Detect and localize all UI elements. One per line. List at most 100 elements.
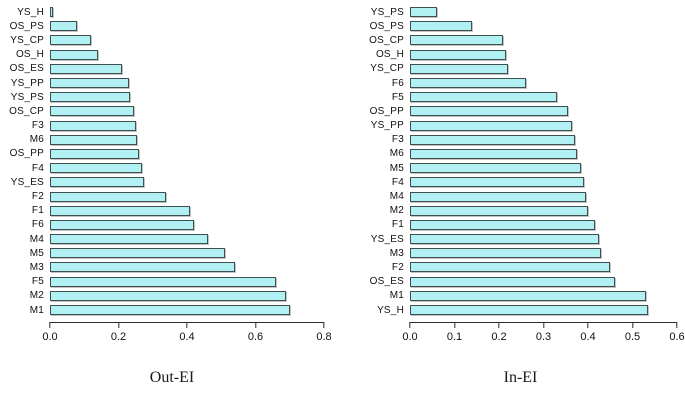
category-label: OS_H	[375, 49, 404, 61]
x-axis-tick-label: 0.2	[110, 331, 127, 344]
bar-row: YS_CP	[358, 62, 683, 76]
category-label: YS_H	[17, 6, 44, 18]
bar-row: M1	[358, 289, 683, 303]
category-label: YS_PP	[370, 120, 404, 132]
bar-track	[410, 177, 677, 188]
bar	[50, 305, 290, 316]
bar	[410, 63, 508, 74]
bar-row: F4	[358, 175, 683, 189]
bar-track	[410, 290, 677, 301]
bar-row: OS_CP	[0, 104, 330, 118]
bar-track	[410, 148, 677, 159]
bar-track	[50, 134, 324, 145]
bar	[50, 49, 98, 60]
category-label: OS_CP	[369, 34, 404, 46]
category-label: OS_ES	[369, 276, 404, 288]
bar	[410, 106, 568, 117]
category-label: M4	[29, 233, 44, 245]
bar	[50, 163, 143, 174]
x-axis-tick-label: 0.3	[535, 331, 552, 344]
category-label: OS_ES	[9, 63, 44, 75]
bar-track	[410, 248, 677, 259]
chart-in-ei: YS_PS OS_PS OS_CP OS_H YS_CP F6 F5 OS_PP YS_PP F3…	[358, 5, 685, 387]
bar-row: F5	[0, 275, 330, 289]
bar	[50, 92, 131, 103]
bar-track	[410, 262, 677, 273]
category-label: F1	[391, 219, 404, 231]
bar-row: YS_H	[358, 303, 683, 317]
bar-row: F3	[0, 119, 330, 133]
chart-title: Out-EI	[149, 369, 195, 387]
bar-row: M4	[358, 189, 683, 203]
bar-track	[410, 63, 677, 74]
bar-row: M6	[0, 133, 330, 147]
bar-row: M2	[358, 204, 683, 218]
bar	[410, 21, 473, 32]
category-label: OS_PS	[9, 20, 44, 32]
category-label: F5	[31, 276, 44, 288]
category-label: YS_ES	[10, 176, 44, 188]
bar	[50, 148, 140, 159]
bar-row: YS_PP	[358, 119, 683, 133]
bar	[50, 106, 134, 117]
x-axis-tick-label: 0.5	[624, 331, 641, 344]
x-axis-tick-label: 0.6	[669, 331, 685, 344]
x-axis-tick	[186, 322, 188, 329]
bar	[410, 262, 611, 273]
bar-row: OS_H	[0, 48, 330, 62]
bar-track	[50, 21, 324, 32]
x-axis-tick-label: 0.8	[316, 331, 332, 344]
category-label: F2	[391, 261, 404, 273]
bar-row: F6	[358, 76, 683, 90]
category-label: F2	[31, 191, 44, 203]
bar-track	[50, 219, 324, 230]
bar-track	[50, 205, 324, 216]
bar-row: M3	[358, 246, 683, 260]
category-label: YS_CP	[10, 34, 44, 46]
bar-track	[410, 276, 677, 287]
bar-row: F2	[0, 189, 330, 203]
category-label: OS_PP	[9, 148, 44, 160]
bar-row: M3	[0, 260, 330, 274]
category-label: OS_H	[15, 49, 44, 61]
x-axis-tick-label: 0.0	[42, 331, 58, 344]
bar	[410, 290, 646, 301]
bar-row: OS_PP	[358, 104, 683, 118]
category-label: YS_H	[377, 304, 404, 316]
category-label: F4	[391, 176, 404, 188]
bar	[50, 290, 287, 301]
x-axis-tick	[587, 322, 589, 329]
bar-row: F1	[0, 204, 330, 218]
bar-row: OS_CP	[358, 33, 683, 47]
bar-row: OS_PP	[0, 147, 330, 161]
bar	[50, 219, 194, 230]
bar-row: F1	[358, 218, 683, 232]
category-label: M1	[389, 290, 404, 302]
x-axis-tick-label: 0.6	[247, 331, 264, 344]
x-axis: 0.0 0.2 0.4 0.6 0.8	[42, 322, 332, 352]
bar-rows: YS_H OS_PS YS_CP OS_H OS_ES YS_PP YS_PS OS_CP F3…	[0, 5, 330, 317]
bar-row: YS_ES	[0, 175, 330, 189]
bar-track	[50, 106, 324, 117]
bar-row: OS_ES	[0, 62, 330, 76]
category-label: F3	[31, 120, 44, 132]
category-label: M6	[29, 134, 44, 146]
bar-track	[410, 134, 677, 145]
bar-row: M4	[0, 232, 330, 246]
bar	[410, 191, 586, 202]
bar	[410, 78, 526, 89]
x-axis-tick-label: 0.4	[179, 331, 195, 344]
bar-track	[410, 35, 677, 46]
category-label: F1	[31, 205, 44, 217]
bar-row: OS_PS	[0, 19, 330, 33]
bar	[50, 262, 235, 273]
bar-row: F4	[0, 161, 330, 175]
bar	[410, 120, 573, 131]
bar-row: YS_CP	[0, 33, 330, 47]
category-label: M2	[389, 205, 404, 217]
bar-track	[410, 234, 677, 245]
bar-track	[50, 305, 324, 316]
bar-track	[410, 219, 677, 230]
bar	[410, 7, 437, 18]
